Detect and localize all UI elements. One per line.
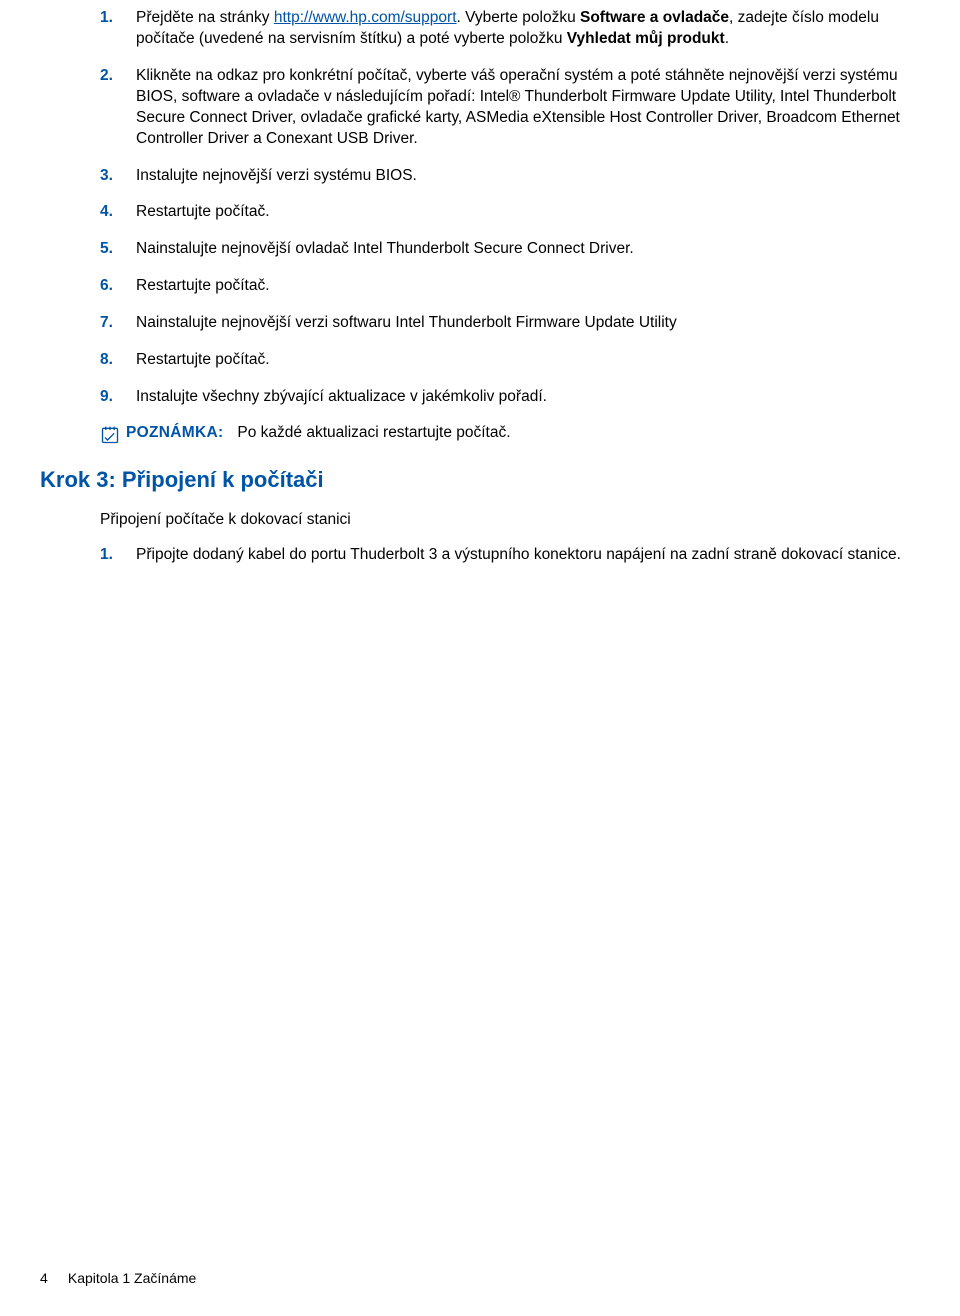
list-item: 1. Přejděte na stránky http://www.hp.com… bbox=[100, 8, 920, 50]
list-number: 2. bbox=[100, 66, 136, 150]
list-item: 4. Restartujte počítač. bbox=[100, 202, 920, 223]
list-text: Restartujte počítač. bbox=[136, 350, 920, 371]
list-item: 8. Restartujte počítač. bbox=[100, 350, 920, 371]
bold-text: Vyhledat můj produkt bbox=[567, 30, 725, 47]
note-icon bbox=[100, 425, 120, 445]
list-item: 3. Instalujte nejnovější verzi systému B… bbox=[100, 166, 920, 187]
text-fragment: . Vyberte položku bbox=[457, 9, 581, 26]
list-number: 1. bbox=[100, 8, 136, 50]
steps-list-1: 1. Přejděte na stránky http://www.hp.com… bbox=[100, 8, 920, 408]
support-link[interactable]: http://www.hp.com/support bbox=[274, 9, 457, 26]
list-number: 8. bbox=[100, 350, 136, 371]
list-text: Instalujte nejnovější verzi systému BIOS… bbox=[136, 166, 920, 187]
document-page: 1. Přejděte na stránky http://www.hp.com… bbox=[0, 0, 960, 1316]
list-number: 3. bbox=[100, 166, 136, 187]
list-text: Restartujte počítač. bbox=[136, 202, 920, 223]
list-number: 9. bbox=[100, 387, 136, 408]
list-item: 2. Klikněte na odkaz pro konkrétní počít… bbox=[100, 66, 920, 150]
list-number: 7. bbox=[100, 313, 136, 334]
list-number: 5. bbox=[100, 239, 136, 260]
list-number: 1. bbox=[100, 545, 136, 566]
note-text: Po každé aktualizaci restartujte počítač… bbox=[237, 424, 510, 442]
note-block: POZNÁMKA: Po každé aktualizaci restartuj… bbox=[100, 424, 920, 445]
list-text: Nainstalujte nejnovější ovladač Intel Th… bbox=[136, 239, 920, 260]
list-text: Nainstalujte nejnovější verzi softwaru I… bbox=[136, 313, 920, 334]
page-content: 1. Přejděte na stránky http://www.hp.com… bbox=[0, 0, 960, 566]
list-text: Připojte dodaný kabel do portu Thuderbol… bbox=[136, 545, 920, 566]
list-item: 5. Nainstalujte nejnovější ovladač Intel… bbox=[100, 239, 920, 260]
steps-list-2: 1. Připojte dodaný kabel do portu Thuder… bbox=[100, 545, 920, 566]
list-item: 1. Připojte dodaný kabel do portu Thuder… bbox=[100, 545, 920, 566]
list-item: 9. Instalujte všechny zbývající aktualiz… bbox=[100, 387, 920, 408]
page-number: 4 bbox=[40, 1270, 64, 1286]
list-item: 6. Restartujte počítač. bbox=[100, 276, 920, 297]
list-number: 4. bbox=[100, 202, 136, 223]
page-footer: 4 Kapitola 1 Začínáme bbox=[40, 1270, 196, 1286]
list-text: Instalujte všechny zbývající aktualizace… bbox=[136, 387, 920, 408]
list-text: Klikněte na odkaz pro konkrétní počítač,… bbox=[136, 66, 920, 150]
list-item: 7. Nainstalujte nejnovější verzi softwar… bbox=[100, 313, 920, 334]
section-heading: Krok 3: Připojení k počítači bbox=[40, 467, 920, 493]
text-fragment: . bbox=[725, 30, 729, 47]
bold-text: Software a ovladače bbox=[580, 9, 729, 26]
chapter-label: Kapitola 1 Začínáme bbox=[68, 1270, 196, 1286]
list-number: 6. bbox=[100, 276, 136, 297]
list-text: Restartujte počítač. bbox=[136, 276, 920, 297]
text-fragment: Přejděte na stránky bbox=[136, 9, 274, 26]
section-intro: Připojení počítače k dokovací stanici bbox=[100, 511, 920, 529]
list-text: Přejděte na stránky http://www.hp.com/su… bbox=[136, 8, 920, 50]
note-label: POZNÁMKA: bbox=[126, 424, 223, 442]
